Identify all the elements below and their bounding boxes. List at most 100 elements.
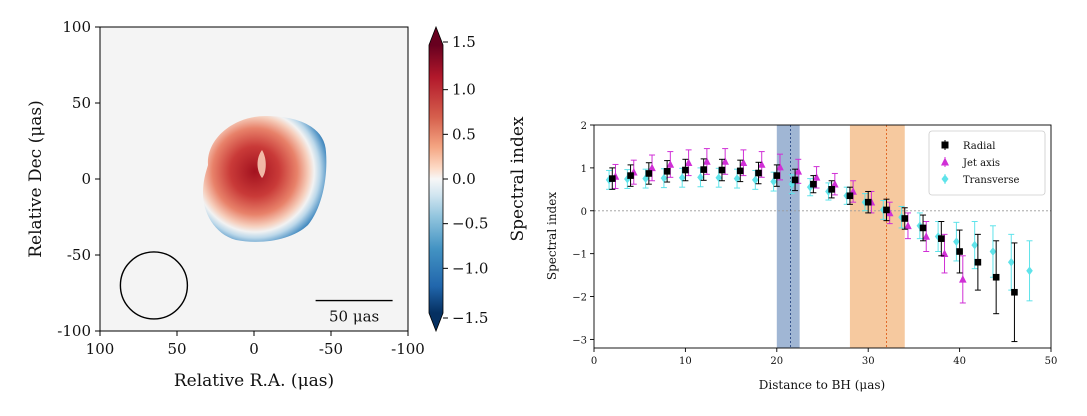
map-x-axis-label: Relative R.A. (μas) <box>174 371 334 391</box>
data-point <box>846 192 854 200</box>
legend-label-1: Radial <box>963 141 995 152</box>
series-radial <box>608 158 1018 343</box>
profile-y-tick-label: 1 <box>581 164 587 175</box>
shaded-band-2 <box>849 125 905 348</box>
data-point <box>608 175 616 182</box>
spectral-index-map-panel: 50 μas 100 50 0 -50 -100 100 50 0 -50 -100 Relat… <box>26 18 425 391</box>
profile-y-tick-label: −2 <box>572 293 587 304</box>
data-point <box>901 215 909 222</box>
data-point <box>812 173 821 181</box>
source-emission-region <box>203 116 327 242</box>
map-y-tick-label: 0 <box>81 170 91 188</box>
data-point <box>703 157 711 165</box>
data-point <box>791 176 799 184</box>
colorbar-label: Spectral index <box>508 116 528 241</box>
data-point <box>776 162 784 171</box>
data-point <box>755 169 762 177</box>
colorbar-tick-label: 0.5 <box>452 125 476 143</box>
data-point <box>864 198 872 206</box>
data-point <box>989 247 997 256</box>
legend-label-3: Transverse <box>963 175 1019 186</box>
data-point <box>810 180 817 188</box>
data-point <box>770 177 777 186</box>
legend-marker-2 <box>941 157 949 166</box>
map-y-ticks: 100 50 0 -50 -100 <box>57 18 100 340</box>
colorbar-tick-label: −1.0 <box>452 259 488 277</box>
data-point <box>940 249 949 257</box>
data-point <box>648 163 656 172</box>
data-point <box>739 158 748 167</box>
data-point <box>938 235 945 242</box>
data-point <box>645 170 653 177</box>
data-point <box>883 206 890 214</box>
profile-x-axis-label: Distance to BH (μas) <box>759 378 885 392</box>
shaded-bands <box>776 125 905 348</box>
map-x-tick-label: -100 <box>391 340 425 358</box>
data-point <box>733 174 741 183</box>
profile-plot-frame <box>593 124 1052 349</box>
profile-x-tick-label: 0 <box>591 356 597 367</box>
data-point <box>794 167 803 175</box>
profile-x-tick-label: 30 <box>862 356 875 367</box>
legend-marker-3 <box>941 174 949 184</box>
profile-y-axis-label: Spectral index <box>545 192 559 280</box>
map-x-ticks: 100 50 0 -50 -100 <box>86 331 425 358</box>
profile-x-tick-label: 40 <box>953 356 966 367</box>
data-point <box>971 240 978 250</box>
data-point <box>721 157 729 165</box>
map-y-axis-label: Relative Dec (μas) <box>26 100 46 258</box>
data-point <box>642 174 649 183</box>
map-y-tick-label: -50 <box>67 246 91 264</box>
data-point <box>752 175 759 185</box>
data-point <box>697 173 704 182</box>
data-point <box>627 172 634 179</box>
profile-legend: Radial Jet axis Transverse <box>928 130 1046 196</box>
data-point <box>953 237 960 246</box>
colorbar-body <box>429 45 443 313</box>
data-point <box>828 186 835 193</box>
legend-box <box>928 130 1046 196</box>
colorbar-tick-label: 1.5 <box>452 33 476 51</box>
data-point <box>992 273 1000 281</box>
data-point <box>904 221 912 230</box>
legend-marker-1 <box>941 141 949 149</box>
data-point <box>682 166 689 174</box>
colorbar-tick-label: 1.0 <box>452 81 476 99</box>
data-point <box>1011 288 1018 296</box>
data-series <box>605 148 1033 343</box>
map-x-tick-label: -50 <box>319 340 343 358</box>
profile-y-tick-label: −1 <box>572 250 587 261</box>
data-point <box>678 173 686 183</box>
colorbar-tick-label: −0.5 <box>452 215 488 233</box>
data-point <box>922 232 931 240</box>
data-point <box>1026 266 1033 276</box>
data-point <box>974 258 982 266</box>
colorbar-top-extension <box>429 27 443 45</box>
data-point <box>956 248 963 255</box>
data-point <box>684 158 693 167</box>
profile-y-tick-label: 0 <box>581 207 587 218</box>
map-y-tick-label: 50 <box>72 94 91 112</box>
data-point <box>715 173 723 183</box>
map-y-tick-label: -100 <box>57 322 91 340</box>
profile-y-tick-label: −3 <box>572 335 587 346</box>
colorbar: 1.5 1.0 0.5 0.0 −0.5 −1.0 −1.5 Spectral index <box>428 25 528 333</box>
data-point <box>660 173 668 183</box>
reference-lines <box>594 125 1051 348</box>
legend-label-2: Jet axis <box>962 158 1000 169</box>
scale-bar-label: 50 μas <box>329 308 379 326</box>
data-point <box>919 224 927 232</box>
data-point <box>700 166 707 173</box>
source-notch <box>257 150 266 178</box>
colorbar-tick-label: −1.5 <box>452 309 488 327</box>
data-point <box>757 160 766 168</box>
data-point <box>736 167 744 175</box>
profile-x-ticks: 0 10 20 30 40 50 <box>591 348 1057 367</box>
data-point <box>788 179 796 189</box>
beam-circle <box>119 251 189 320</box>
profile-x-tick-label: 10 <box>679 356 692 367</box>
map-x-tick-label: 100 <box>86 340 115 358</box>
map-y-tick-label: 100 <box>62 18 91 36</box>
colorbar-bottom-extension <box>429 313 443 331</box>
